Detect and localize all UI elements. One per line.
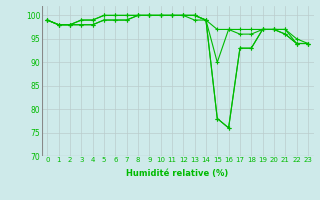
X-axis label: Humidité relative (%): Humidité relative (%) — [126, 169, 229, 178]
